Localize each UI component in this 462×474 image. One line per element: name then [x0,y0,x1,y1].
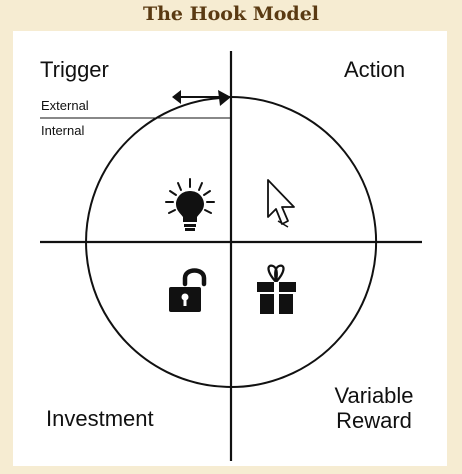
trigger-type-internal: Internal [41,123,85,138]
reward-label-line2: Reward [336,408,412,433]
figure-title: The Hook Model [142,3,320,25]
cycle-circle [85,96,378,388]
quadrant-label-action: Action [344,57,406,82]
trigger-type-external: External [41,98,89,113]
quadrant-label-variable-reward: Variable Reward [319,383,429,433]
hook-cycle-diagram [40,51,422,461]
external-arrow-head [172,90,181,104]
padlock-icon [169,268,207,312]
reward-label-line1: Variable [334,383,414,408]
quadrant-label-investment: Investment [46,406,154,431]
cursor-icon [267,179,295,228]
diagram-panel: Trigger Action External Internal Investm… [13,31,447,466]
quadrant-label-trigger: Trigger [40,57,109,82]
gift-icon [257,264,296,314]
internal-trigger-arc [118,97,221,151]
lightbulb-icon [165,178,215,231]
